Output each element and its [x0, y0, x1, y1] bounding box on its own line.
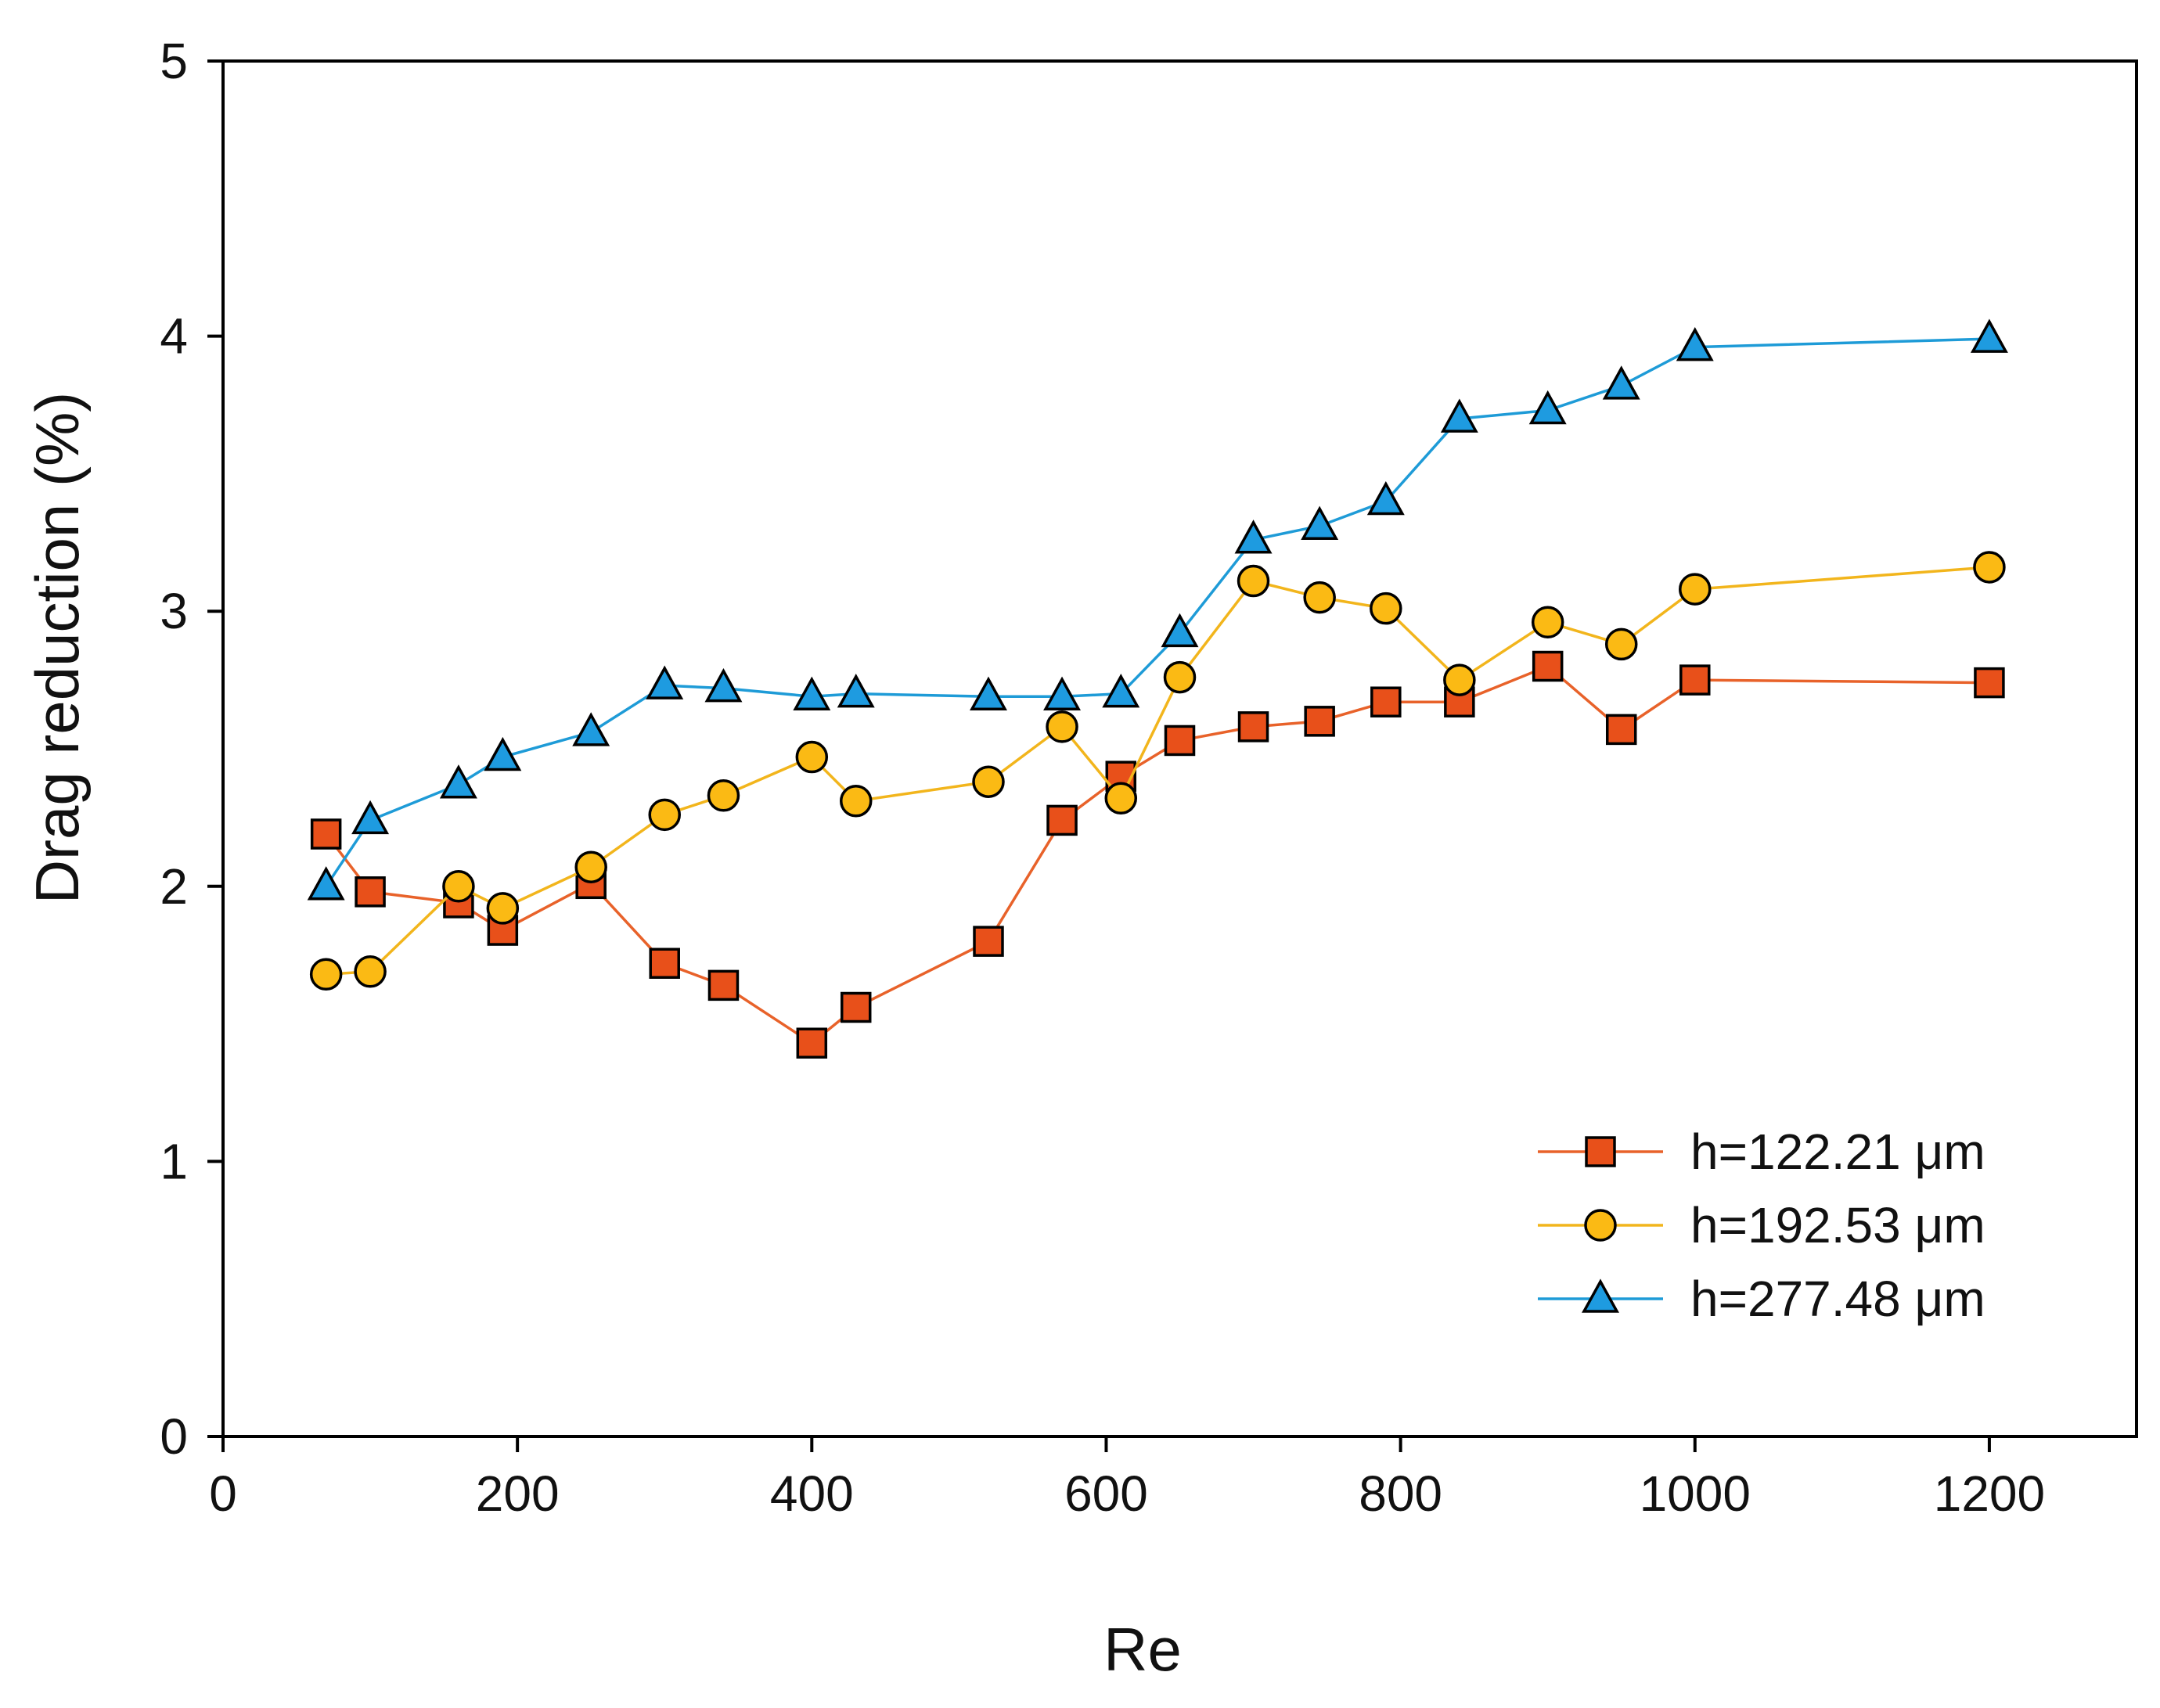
data-point: [1679, 573, 1712, 606]
series-square: [310, 650, 2005, 1059]
data-point: [1237, 564, 1270, 598]
x-tick-label: 600: [1064, 1465, 1148, 1522]
data-point: [707, 779, 740, 812]
data-point: [1973, 551, 2006, 584]
data-point: [1046, 804, 1078, 836]
data-point: [486, 892, 520, 925]
y-tick-label: 3: [160, 583, 188, 639]
data-point: [1237, 711, 1269, 743]
x-axis-title: Re: [1103, 1615, 1182, 1684]
data-point: [839, 785, 873, 818]
legend-marker-circle: [1584, 1209, 1617, 1242]
data-point: [1102, 674, 1140, 708]
data-point: [1104, 782, 1138, 815]
data-point: [354, 955, 387, 988]
data-point: [1043, 676, 1082, 710]
x-axis: 0 200 400 600 800 1000 1200: [209, 1437, 2045, 1522]
data-point: [1532, 650, 1564, 682]
y-tick-label: 2: [160, 858, 188, 915]
data-point: [351, 800, 390, 835]
x-tick-label: 400: [770, 1465, 854, 1522]
data-point: [1443, 663, 1476, 696]
x-tick-label: 200: [476, 1465, 560, 1522]
legend-label: h=122.21 μm: [1690, 1124, 1985, 1180]
data-point: [1676, 327, 1714, 361]
data-point: [1234, 520, 1273, 554]
legend-label: h=277.48 μm: [1690, 1271, 1985, 1327]
data-point: [793, 676, 831, 710]
data-point: [796, 1027, 828, 1059]
data-point: [1163, 660, 1197, 694]
series-layer: [307, 318, 2008, 1059]
data-point: [572, 712, 610, 746]
legend-item: h=192.53 μm: [1538, 1197, 1985, 1253]
series-triangle: [307, 318, 2008, 901]
data-point: [439, 764, 477, 799]
data-point: [972, 765, 1005, 798]
series-line: [326, 566, 1990, 976]
series-line: [325, 337, 1989, 887]
data-point: [1604, 627, 1638, 661]
data-point: [1528, 390, 1567, 425]
data-point: [574, 850, 607, 883]
data-point: [1366, 480, 1405, 516]
data-point: [1161, 613, 1199, 648]
data-point: [442, 870, 475, 903]
data-point: [1679, 664, 1711, 696]
legend-marker-triangle: [1582, 1278, 1619, 1313]
legend-item: h=122.21 μm: [1538, 1124, 1985, 1180]
data-point: [1602, 365, 1640, 400]
data-point: [310, 818, 342, 850]
data-point: [973, 926, 1004, 957]
legend-label: h=192.53 μm: [1690, 1197, 1985, 1253]
data-point: [1440, 398, 1478, 433]
data-point: [970, 676, 1007, 710]
x-tick-label: 1000: [1640, 1465, 1751, 1522]
y-axis: 0 1 2 3 4 5: [160, 33, 223, 1465]
y-tick-label: 4: [160, 308, 188, 365]
data-point: [1301, 505, 1339, 540]
legend: h=122.21 μm h=192.53 μm h=277.48 μm: [1538, 1124, 1985, 1327]
y-tick-label: 5: [160, 33, 188, 89]
data-point: [837, 674, 875, 708]
data-point: [1303, 581, 1336, 614]
data-point: [840, 991, 872, 1023]
data-point: [307, 866, 345, 901]
data-point: [355, 876, 386, 908]
data-point: [1164, 725, 1196, 757]
plot-frame: [221, 59, 2138, 1438]
data-point: [649, 947, 680, 979]
legend-marker-square: [1585, 1136, 1616, 1167]
y-tick-label: 1: [160, 1133, 188, 1189]
series-circle: [309, 551, 2006, 991]
y-axis-title: Drag reduction (%): [23, 392, 92, 904]
data-point: [1370, 686, 1402, 717]
data-point: [1531, 606, 1564, 639]
legend-item: h=277.48 μm: [1538, 1271, 1985, 1327]
data-point: [704, 668, 743, 703]
data-point: [1970, 318, 2008, 353]
x-tick-label: 800: [1359, 1465, 1442, 1522]
data-point: [646, 665, 684, 699]
data-point: [648, 798, 681, 832]
x-tick-label: 1200: [1934, 1465, 2045, 1522]
data-point: [1304, 706, 1335, 737]
y-tick-label: 0: [160, 1408, 188, 1465]
data-point: [1370, 592, 1402, 625]
data-point: [795, 740, 829, 774]
data-point: [707, 969, 740, 1001]
data-point: [1046, 710, 1078, 743]
data-point: [309, 958, 343, 991]
data-point: [484, 736, 522, 771]
data-point: [1605, 714, 1637, 746]
data-point: [1974, 667, 2005, 699]
x-tick-label: 0: [209, 1465, 237, 1522]
